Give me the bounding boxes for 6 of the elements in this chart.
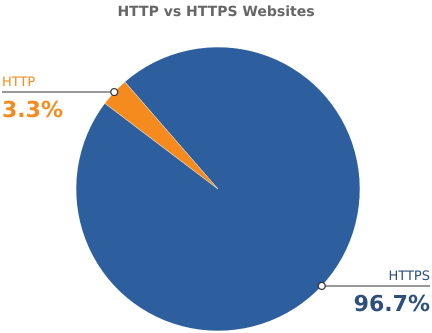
data-label: 3.3% bbox=[2, 98, 64, 124]
data-label: 96.7% bbox=[354, 292, 430, 317]
pie-slice bbox=[104, 82, 218, 190]
slice-label: HTTPS bbox=[388, 268, 430, 284]
slice-label: HTTP bbox=[2, 75, 36, 90]
chart-title: HTTP vs HTTPS Websites bbox=[117, 4, 315, 20]
